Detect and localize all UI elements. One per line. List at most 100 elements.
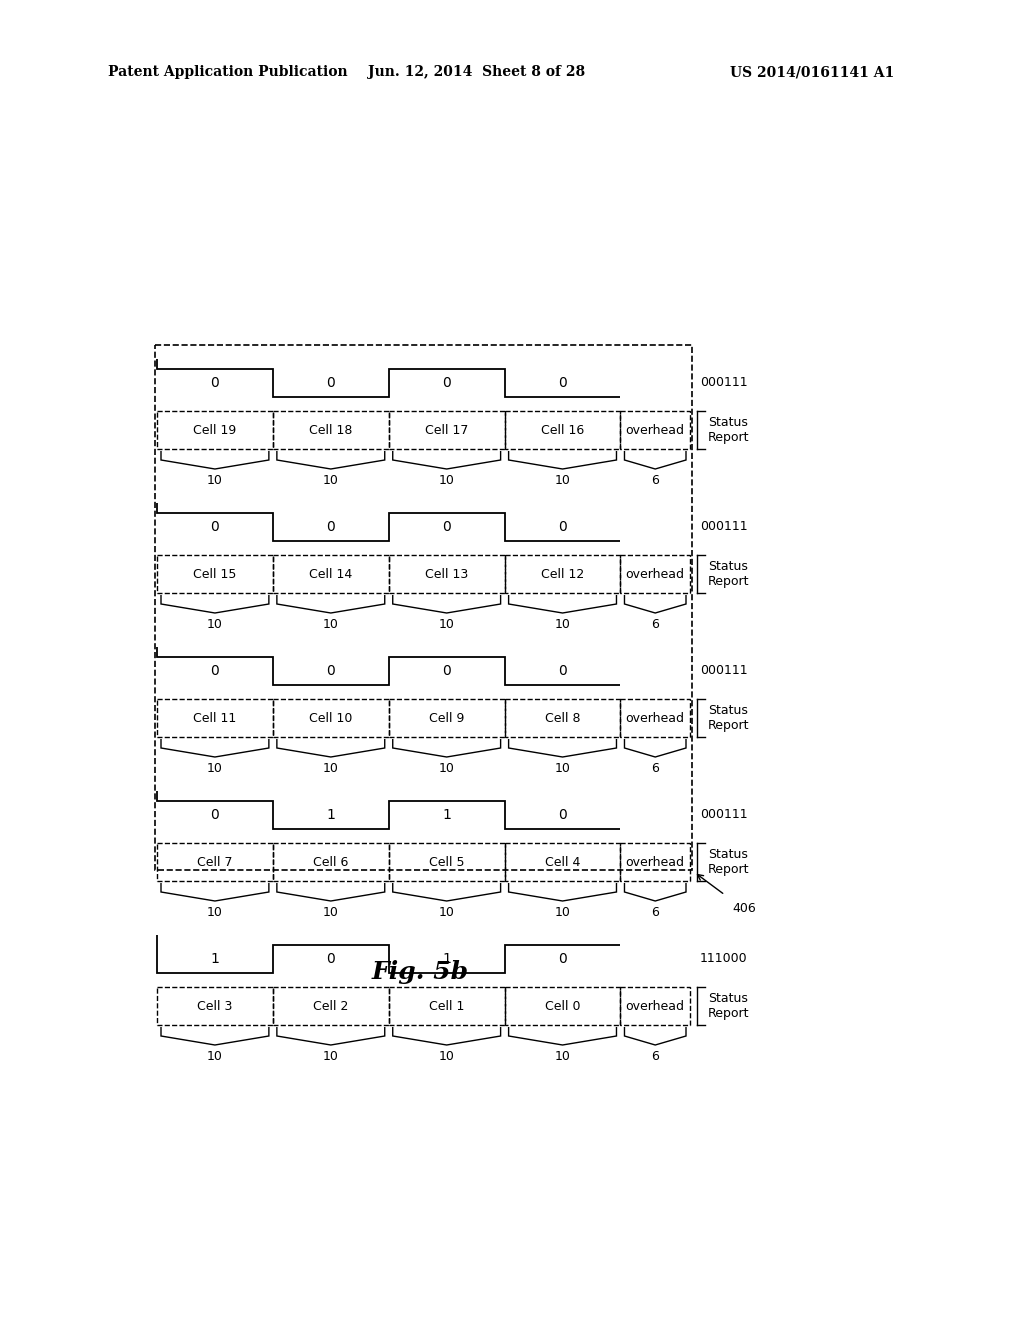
Text: US 2014/0161141 A1: US 2014/0161141 A1 — [730, 65, 894, 79]
Text: overhead: overhead — [626, 999, 685, 1012]
Text: 10: 10 — [555, 762, 570, 775]
Text: 10: 10 — [323, 1049, 339, 1063]
Text: Cell 17: Cell 17 — [425, 424, 468, 437]
Text: 0: 0 — [442, 376, 451, 389]
Bar — [272, 843, 389, 880]
Text: 0: 0 — [558, 664, 567, 678]
Text: 0: 0 — [211, 376, 219, 389]
Text: Fig. 5b: Fig. 5b — [372, 960, 469, 983]
Text: Cell 14: Cell 14 — [309, 568, 352, 581]
Text: Cell 12: Cell 12 — [541, 568, 584, 581]
Text: 10: 10 — [555, 618, 570, 631]
Text: 10: 10 — [323, 474, 339, 487]
Bar — [272, 700, 389, 737]
Text: 10: 10 — [438, 618, 455, 631]
Text: Cell 4: Cell 4 — [545, 855, 581, 869]
Text: Cell 9: Cell 9 — [429, 711, 464, 725]
Text: 1: 1 — [442, 952, 452, 966]
Text: Cell 2: Cell 2 — [313, 999, 348, 1012]
Text: 6: 6 — [651, 618, 659, 631]
Text: 0: 0 — [327, 952, 335, 966]
Text: overhead: overhead — [626, 424, 685, 437]
Text: Cell 6: Cell 6 — [313, 855, 348, 869]
Text: Cell 0: Cell 0 — [545, 999, 581, 1012]
Bar — [389, 411, 505, 449]
Bar — [157, 843, 272, 880]
Text: 10: 10 — [207, 1049, 223, 1063]
Text: Cell 5: Cell 5 — [429, 855, 465, 869]
Bar — [505, 554, 621, 593]
Text: 000111: 000111 — [700, 664, 748, 677]
Text: 0: 0 — [211, 664, 219, 678]
Text: 10: 10 — [438, 1049, 455, 1063]
Bar — [505, 987, 621, 1026]
Text: 10: 10 — [555, 474, 570, 487]
Text: 1: 1 — [327, 808, 335, 822]
Text: 1: 1 — [211, 952, 219, 966]
Text: Cell 11: Cell 11 — [194, 711, 237, 725]
Text: overhead: overhead — [626, 568, 685, 581]
Bar — [272, 411, 389, 449]
Text: 111000: 111000 — [700, 953, 748, 965]
Text: 0: 0 — [327, 664, 335, 678]
Text: Status: Status — [708, 991, 748, 1005]
Text: Cell 7: Cell 7 — [198, 855, 232, 869]
Text: Cell 15: Cell 15 — [194, 568, 237, 581]
Bar — [621, 843, 690, 880]
Text: 10: 10 — [323, 906, 339, 919]
Text: Cell 8: Cell 8 — [545, 711, 581, 725]
Bar — [389, 554, 505, 593]
Text: Report: Report — [708, 432, 750, 445]
Bar — [272, 554, 389, 593]
Text: Status: Status — [708, 560, 748, 573]
Text: Patent Application Publication: Patent Application Publication — [108, 65, 347, 79]
Text: 10: 10 — [207, 762, 223, 775]
Text: Status: Status — [708, 847, 748, 861]
Text: 6: 6 — [651, 762, 659, 775]
Text: Report: Report — [708, 863, 750, 876]
Text: 10: 10 — [207, 906, 223, 919]
Bar — [157, 987, 272, 1026]
Text: 0: 0 — [442, 520, 451, 535]
Text: Cell 1: Cell 1 — [429, 999, 464, 1012]
Text: 0: 0 — [327, 376, 335, 389]
Text: 10: 10 — [323, 618, 339, 631]
Text: 000111: 000111 — [700, 520, 748, 533]
Text: Status: Status — [708, 416, 748, 429]
Bar — [157, 700, 272, 737]
Text: 0: 0 — [558, 376, 567, 389]
Text: Report: Report — [708, 576, 750, 589]
Bar — [272, 987, 389, 1026]
Text: overhead: overhead — [626, 711, 685, 725]
Text: 406: 406 — [732, 902, 756, 915]
Text: Status: Status — [708, 704, 748, 717]
Text: 10: 10 — [207, 618, 223, 631]
Text: 10: 10 — [438, 762, 455, 775]
Bar — [155, 345, 692, 870]
Text: 0: 0 — [558, 952, 567, 966]
Bar — [621, 554, 690, 593]
Text: Cell 16: Cell 16 — [541, 424, 584, 437]
Text: Report: Report — [708, 1007, 750, 1020]
Text: Cell 13: Cell 13 — [425, 568, 468, 581]
Text: 10: 10 — [207, 474, 223, 487]
Text: 1: 1 — [442, 808, 452, 822]
Text: 0: 0 — [211, 520, 219, 535]
Bar — [157, 411, 272, 449]
Text: 6: 6 — [651, 1049, 659, 1063]
Text: 0: 0 — [442, 664, 451, 678]
Text: 0: 0 — [558, 808, 567, 822]
Text: Cell 3: Cell 3 — [198, 999, 232, 1012]
Text: 000111: 000111 — [700, 808, 748, 821]
Bar — [621, 700, 690, 737]
Text: 6: 6 — [651, 474, 659, 487]
Text: 0: 0 — [211, 808, 219, 822]
Text: 10: 10 — [555, 1049, 570, 1063]
Text: 10: 10 — [438, 906, 455, 919]
Text: 0: 0 — [558, 520, 567, 535]
Bar — [389, 987, 505, 1026]
Text: 10: 10 — [438, 474, 455, 487]
Bar — [157, 554, 272, 593]
Text: 000111: 000111 — [700, 376, 748, 389]
Text: 0: 0 — [327, 520, 335, 535]
